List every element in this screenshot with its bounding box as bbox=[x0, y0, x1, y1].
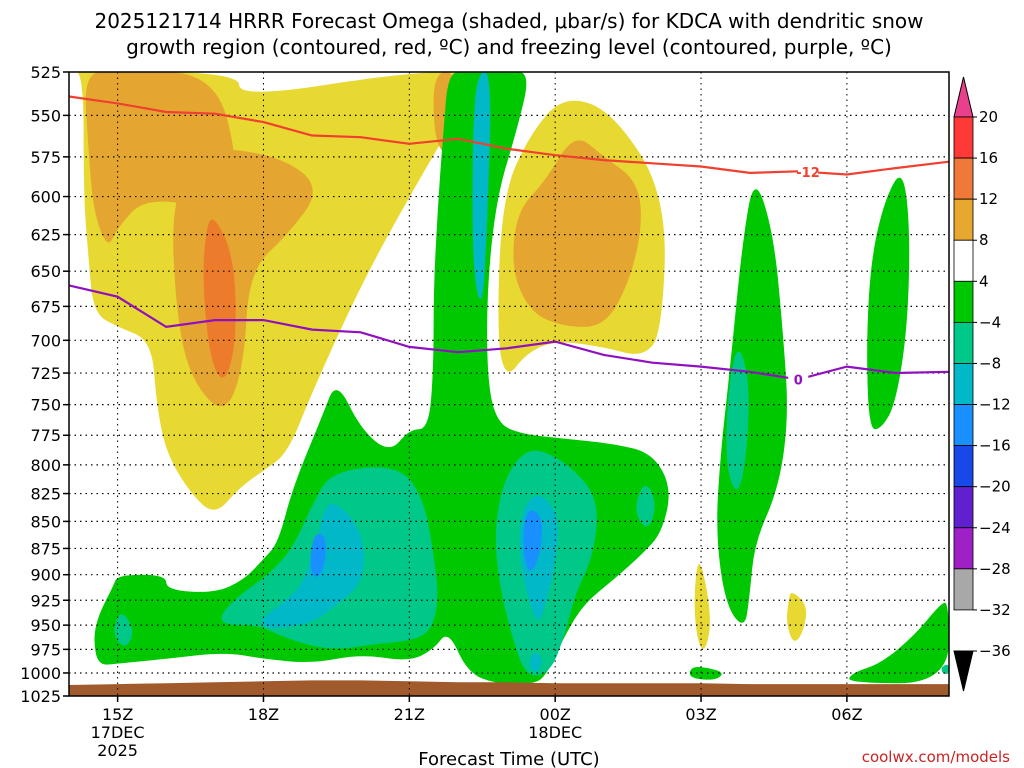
colorbar-bin-4 bbox=[953, 280, 974, 323]
y-tick-label-950: 950 bbox=[30, 616, 61, 635]
x-tick-label-00Z: 00Z bbox=[540, 705, 571, 724]
colorbar-bin-5 bbox=[953, 321, 974, 364]
chart-title-line1: 2025121714 HRRR Forecast Omega (shaded, … bbox=[94, 9, 923, 33]
omega-region-4 bbox=[787, 593, 807, 641]
colorbar-bin-11 bbox=[953, 568, 974, 611]
colorbar-bin-0 bbox=[953, 116, 974, 159]
x-date-label-15Z: 17DEC bbox=[91, 723, 145, 742]
y-tick-label-625: 625 bbox=[30, 226, 61, 245]
omega-region-25 bbox=[523, 510, 542, 571]
freezing-contour-label: 0 bbox=[794, 373, 803, 388]
ground-surface bbox=[69, 680, 949, 696]
colorbar-label-5: −4 bbox=[979, 313, 1001, 331]
y-tick-label-775: 775 bbox=[30, 426, 61, 445]
y-tick-label-1000: 1000 bbox=[20, 664, 61, 683]
y-tick-label-750: 750 bbox=[30, 396, 61, 415]
y-tick-label-875: 875 bbox=[30, 539, 61, 558]
y-tick-label-850: 850 bbox=[30, 512, 61, 531]
x-tick-label-18Z: 18Z bbox=[248, 705, 279, 724]
y-tick-label-650: 650 bbox=[30, 262, 61, 281]
y-tick-label-900: 900 bbox=[30, 566, 61, 585]
colorbar-label-12: −32 bbox=[979, 601, 1011, 619]
chart-title-line2: growth region (contoured, red, ºC) and f… bbox=[126, 35, 892, 59]
omega-region-20 bbox=[941, 664, 949, 675]
colorbar-bin-8 bbox=[953, 445, 974, 488]
omega-region-9 bbox=[203, 219, 236, 378]
y-tick-label-525: 525 bbox=[30, 63, 61, 82]
x-tick-label-03Z: 03Z bbox=[685, 705, 716, 724]
omega-region-17 bbox=[114, 614, 133, 646]
omega-region-19 bbox=[726, 351, 749, 490]
colorbar-label-2: 12 bbox=[979, 190, 998, 208]
colorbar-label-13: −36 bbox=[979, 642, 1011, 660]
colorbar-label-3: 8 bbox=[979, 231, 989, 249]
y-axis: 525 550 575 600 625 650 675 700 725 750 775 800 825 8… bbox=[20, 63, 69, 706]
grid-lines bbox=[69, 72, 949, 696]
y-tick-label-975: 975 bbox=[30, 640, 61, 659]
colorbar-label-1: 16 bbox=[979, 149, 998, 167]
contour-lines: -12 0 bbox=[68, 95, 950, 388]
x-year-label-15Z: 2025 bbox=[97, 741, 138, 760]
x-tick-label-06Z: 06Z bbox=[831, 705, 862, 724]
freezing-contour-label-bg bbox=[788, 371, 809, 388]
x-tick-label-21Z: 21Z bbox=[394, 705, 425, 724]
omega-region-12 bbox=[867, 177, 910, 430]
colorbar-label-0: 20 bbox=[979, 108, 998, 126]
colorbar-bin-6 bbox=[953, 363, 974, 405]
y-tick-label-800: 800 bbox=[30, 456, 61, 475]
omega-region-18 bbox=[636, 485, 655, 527]
y-tick-label-725: 725 bbox=[30, 364, 61, 383]
colorbar-bin-9 bbox=[953, 486, 974, 529]
x-axis-label: Forecast Time (UTC) bbox=[418, 749, 599, 768]
colorbar-label-9: −20 bbox=[979, 478, 1011, 496]
y-tick-label-925: 925 bbox=[30, 591, 61, 610]
colorbar-bottom-triangle bbox=[953, 650, 974, 692]
omega-region-8 bbox=[513, 140, 641, 327]
credit-text: coolwx.com/models bbox=[862, 748, 1010, 766]
plot-area: -12 0 bbox=[68, 71, 950, 697]
y-tick-label-700: 700 bbox=[30, 331, 61, 350]
y-tick-label-600: 600 bbox=[30, 188, 61, 207]
colorbar-label-6: −8 bbox=[979, 354, 1001, 372]
colorbar-bin-10 bbox=[953, 527, 974, 570]
omega-shaded-regions bbox=[75, 72, 949, 685]
omega-region-3 bbox=[694, 564, 710, 649]
colorbar: 20 16 12 8 4 −4 −8 −12 −16 −20 −24 −28 −32 −36 bbox=[953, 76, 1011, 692]
omega-region-11 bbox=[717, 189, 787, 623]
omega-region-13 bbox=[849, 602, 949, 684]
colorbar-label-7: −12 bbox=[979, 396, 1011, 414]
dgz-contour-label-bg bbox=[798, 163, 819, 180]
omega-region-6 bbox=[173, 150, 313, 407]
omega-region-14 bbox=[689, 667, 722, 680]
x-date-label-00Z: 18DEC bbox=[528, 723, 582, 742]
ground-layer bbox=[69, 680, 949, 696]
y-tick-label-675: 675 bbox=[30, 297, 61, 316]
colorbar-label-10: −24 bbox=[979, 519, 1011, 537]
omega-region-21 bbox=[472, 72, 491, 300]
colorbar-label-11: −28 bbox=[979, 560, 1011, 578]
colorbar-bin-7 bbox=[953, 404, 974, 447]
colorbar-bin-3 bbox=[953, 239, 974, 282]
plot-frame bbox=[68, 71, 950, 697]
colorbar-label-4: 4 bbox=[979, 272, 989, 290]
x-tick-label-15Z: 15Z bbox=[102, 705, 133, 724]
colorbar-bin-1 bbox=[953, 157, 974, 200]
colorbar-label-8: −16 bbox=[979, 437, 1011, 455]
y-tick-label-575: 575 bbox=[30, 148, 61, 167]
y-tick-label-550: 550 bbox=[30, 106, 61, 125]
colorbar-top-triangle bbox=[953, 76, 974, 118]
omega-region-26 bbox=[310, 534, 326, 577]
omega-region-24 bbox=[530, 652, 542, 672]
y-tick-label-1025: 1025 bbox=[20, 687, 61, 706]
colorbar-bin-2 bbox=[953, 198, 974, 241]
dgz-contour-label: -12 bbox=[796, 166, 820, 181]
y-tick-label-825: 825 bbox=[30, 485, 61, 504]
